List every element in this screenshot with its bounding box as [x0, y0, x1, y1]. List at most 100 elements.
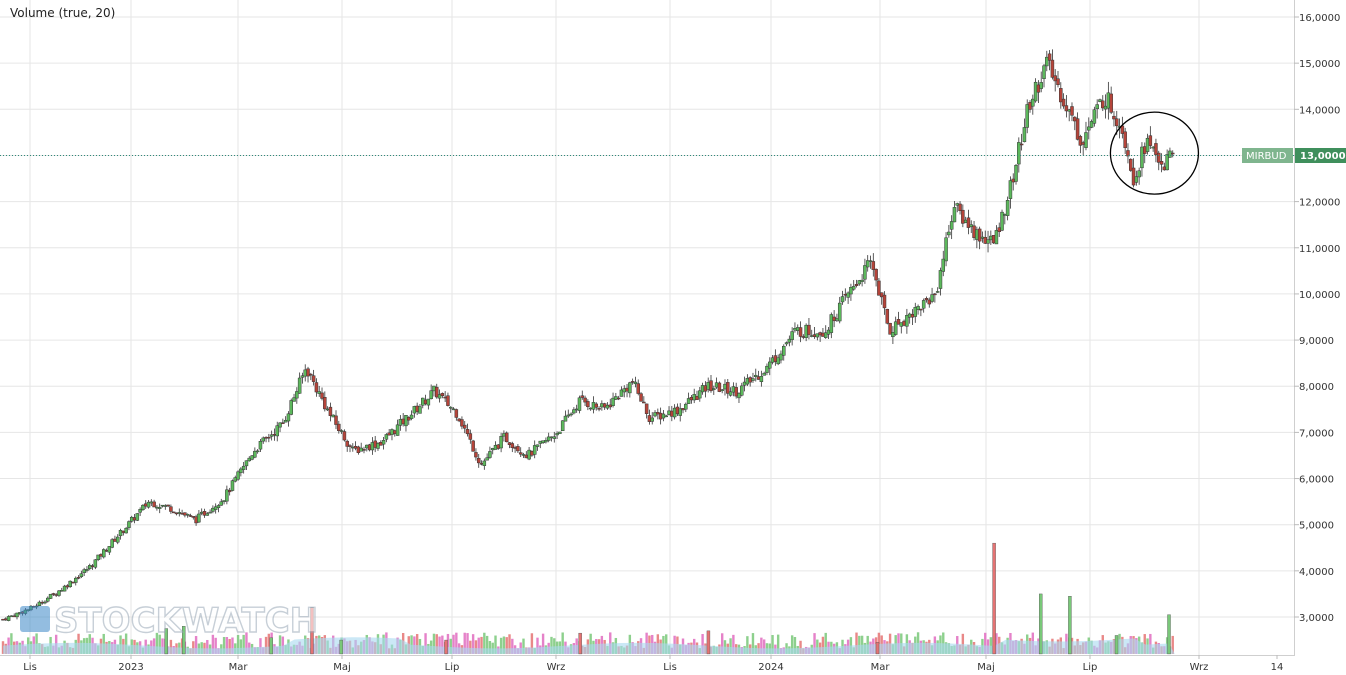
- volume-bar: [813, 633, 816, 654]
- volume-bar: [942, 632, 945, 654]
- candle-body: [966, 217, 971, 228]
- y-axis: 3,0000 4,0000 5,0000 6,0000 7,0000 8,0000 9,00…: [1294, 13, 1340, 624]
- candle-body: [544, 440, 548, 443]
- candle-body: [79, 573, 84, 577]
- candle-body: [6, 616, 11, 621]
- candle-body: [879, 292, 884, 298]
- candle-body: [916, 306, 920, 310]
- volume-bar: [483, 632, 486, 654]
- volume-bar: [239, 639, 243, 654]
- candle-body: [518, 452, 523, 455]
- volume-bar: [961, 633, 965, 654]
- symbol-tag: [1242, 148, 1293, 163]
- candle-body: [734, 387, 738, 397]
- volume-bar: [821, 636, 825, 654]
- candle-body: [197, 513, 201, 523]
- candle-body: [720, 389, 724, 391]
- candle-body: [205, 513, 210, 516]
- x-axis: Lis 2023 Mar Maj Lip Wrz Lis 2024 Mar Maj Lip Wrz 14: [23, 655, 1283, 673]
- volume-bar: [485, 635, 489, 654]
- y-tick-label: 15,0000: [1299, 59, 1340, 70]
- candle-body: [759, 376, 764, 383]
- volume-spike: [269, 637, 273, 655]
- candle-body: [267, 436, 271, 439]
- volume-bar: [530, 633, 534, 654]
- candle-body: [924, 298, 929, 301]
- volume-ma-area: [3, 637, 1175, 654]
- candle-body: [348, 445, 352, 447]
- volume-spike: [706, 630, 711, 655]
- candle-body: [882, 294, 887, 309]
- candle-body: [213, 506, 218, 510]
- candle-body: [1042, 65, 1046, 79]
- x-tick-label: Maj: [333, 662, 351, 673]
- candle-body: [569, 413, 573, 416]
- candle-body: [429, 390, 433, 400]
- candle-body: [1078, 136, 1083, 146]
- candle-body: [1101, 100, 1105, 109]
- candle-body: [642, 401, 646, 404]
- candle-body: [1154, 143, 1158, 155]
- volume-spike: [339, 639, 343, 655]
- candle-body: [712, 388, 716, 391]
- candle-body: [88, 565, 92, 569]
- volume-bar: [541, 633, 545, 654]
- candle-body: [43, 601, 47, 604]
- candle-body: [1019, 143, 1024, 146]
- volume-bar: [550, 636, 553, 654]
- candle-body: [468, 433, 473, 440]
- candle-body: [171, 511, 176, 514]
- candle-body: [135, 513, 140, 521]
- candle-body: [462, 424, 467, 429]
- volume-bars: [1, 542, 1175, 655]
- candle-body: [37, 601, 42, 606]
- candle-body: [933, 293, 937, 296]
- candle-body: [1092, 109, 1097, 124]
- candle-body: [216, 505, 221, 508]
- candle-body: [1170, 152, 1175, 155]
- x-tick-label: 14: [1271, 662, 1284, 673]
- volume-bar: [469, 640, 472, 654]
- candle-body: [1050, 59, 1055, 78]
- volume-bar: [477, 637, 480, 654]
- y-tick-label: 5,0000: [1299, 521, 1334, 532]
- bottom-axis-border: [0, 655, 1295, 656]
- candle-body: [857, 280, 862, 285]
- candle-body: [726, 382, 730, 394]
- candle-body: [754, 374, 758, 377]
- volume-bar: [435, 634, 438, 654]
- candle-body: [535, 444, 540, 447]
- candle-body: [566, 414, 571, 417]
- volume-bar: [989, 637, 993, 654]
- candle-body: [76, 577, 81, 579]
- volume-bar: [776, 634, 780, 654]
- volume-bar: [259, 638, 262, 654]
- x-tick-label: Lip: [1083, 662, 1098, 673]
- candle-body: [342, 431, 347, 441]
- x-tick-label: Wrz: [1190, 662, 1209, 673]
- candle-body: [1045, 56, 1049, 67]
- candle-body: [110, 539, 114, 548]
- candle-body: [1148, 135, 1153, 146]
- candle-body: [96, 554, 100, 560]
- candle-body: [740, 385, 744, 396]
- candle-body: [476, 457, 481, 464]
- candle-body: [927, 299, 932, 305]
- candle-body: [1039, 82, 1043, 89]
- candle-body: [82, 569, 86, 573]
- annotation-circle: [1109, 111, 1200, 195]
- candle-body: [1017, 142, 1021, 165]
- candle-body: [289, 400, 293, 415]
- candle-body: [93, 559, 98, 568]
- candle-body: [779, 353, 783, 361]
- candle-body: [381, 440, 386, 445]
- candle-body: [320, 392, 324, 399]
- candle-body: [896, 319, 901, 325]
- candle-body: [1022, 127, 1027, 143]
- candle-body: [555, 433, 559, 436]
- x-tick-label: Mar: [229, 662, 249, 673]
- candle-body: [208, 511, 212, 514]
- candle-body: [300, 375, 305, 378]
- candle-body: [306, 368, 310, 377]
- candle-body: [1047, 53, 1052, 61]
